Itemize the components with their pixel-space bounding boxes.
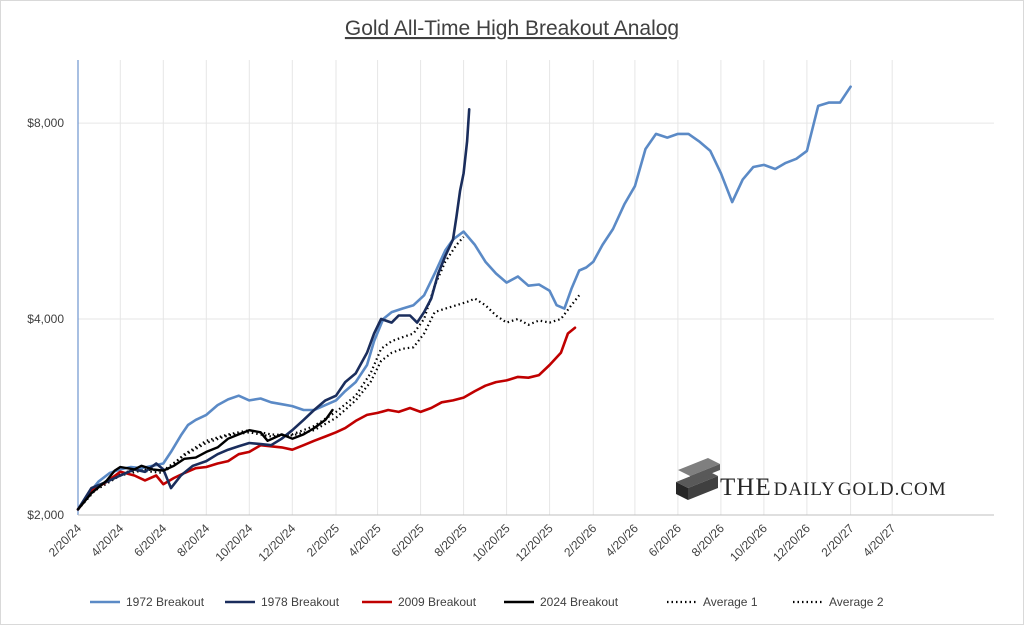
- series-line-1972-breakout: [76, 85, 852, 511]
- legend-label: Average 1: [703, 595, 758, 609]
- legend-label: 1978 Breakout: [261, 595, 340, 609]
- gold-bars-logo: [676, 458, 720, 500]
- watermark-the: THE: [720, 474, 772, 501]
- watermark-com: .COM: [895, 479, 947, 500]
- legend: 1972 Breakout 1978 Breakout 2009 Breakout 2…: [90, 595, 884, 609]
- series-layer: [76, 85, 852, 511]
- legend-label: 2009 Breakout: [398, 595, 477, 609]
- series-line-2009-breakout: [76, 326, 577, 511]
- watermark-text: THE DAILY GOLD.COM: [720, 474, 947, 501]
- watermark: THE DAILY GOLD.COM: [676, 458, 947, 501]
- watermark-gold: GOLD: [838, 479, 895, 500]
- legend-label: 1972 Breakout: [126, 595, 205, 609]
- legend-label: Average 2: [829, 595, 884, 609]
- y-tick-label: $8,000: [27, 116, 64, 130]
- series-line-average-1: [77, 294, 581, 511]
- watermark-daily: DAILY: [774, 479, 836, 500]
- legend-label: 2024 Breakout: [540, 595, 619, 609]
- chart-title: Gold All-Time High Breakout Analog: [345, 17, 679, 40]
- series-line-2024-breakout: [76, 408, 334, 511]
- y-tick-label: $4,000: [27, 312, 64, 326]
- y-tick-label: $2,000: [27, 508, 64, 522]
